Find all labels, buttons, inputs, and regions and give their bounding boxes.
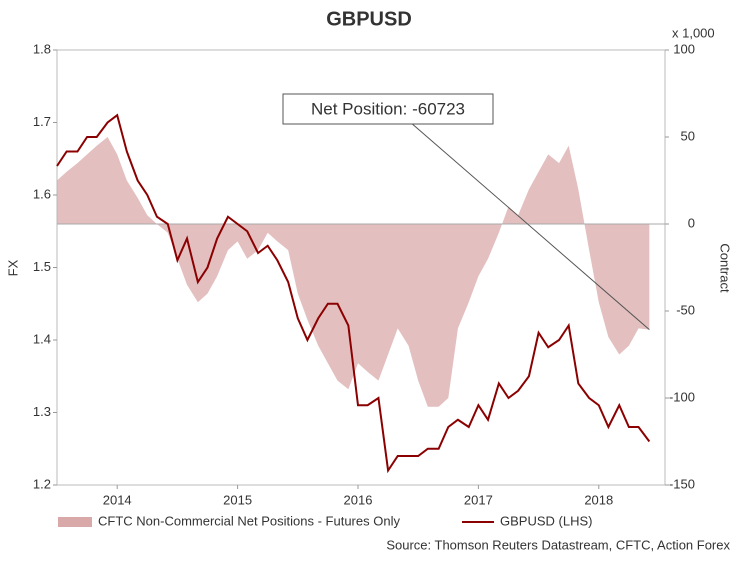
x-tick-label: 2015 (223, 492, 252, 507)
x-tick-label: 2014 (103, 492, 132, 507)
y-tick-label: 1.2 (33, 476, 51, 491)
x-tick-label: 2016 (344, 492, 373, 507)
y2-tick-label: -50 (676, 302, 695, 317)
y2-tick-label: -100 (669, 389, 695, 404)
net-position-area (57, 137, 650, 407)
y-tick-label: 1.5 (33, 259, 51, 274)
y-axis-label: FX (5, 259, 20, 276)
y2-tick-label: 0 (688, 215, 695, 230)
y-tick-label: 1.3 (33, 404, 51, 419)
x-tick-label: 2017 (464, 492, 493, 507)
annotation-leader (409, 121, 650, 331)
y-tick-label: 1.8 (33, 41, 51, 56)
y2-tick-label: -150 (669, 476, 695, 491)
annotation: Net Position: -60723 (311, 99, 465, 118)
y2-axis-label: Contract (718, 243, 733, 293)
legend-label: GBPUSD (LHS) (500, 513, 592, 528)
legend-label: CFTC Non-Commercial Net Positions - Futu… (98, 513, 400, 528)
y2-tick-label: 50 (681, 128, 695, 143)
y2-tick-label: 100 (673, 41, 695, 56)
legend-swatch (58, 517, 92, 527)
chart-title: GBPUSD (326, 8, 412, 30)
y-tick-label: 1.7 (33, 114, 51, 129)
annotation-box (282, 93, 494, 125)
y2-unit: x 1,000 (672, 25, 715, 40)
x-tick-label: 2018 (584, 492, 613, 507)
y-tick-label: 1.6 (33, 186, 51, 201)
gbpusd-line (56, 113, 651, 474)
y-tick-label: 1.4 (33, 331, 51, 346)
source: Source: Thomson Reuters Datastream, CFTC… (386, 537, 730, 552)
